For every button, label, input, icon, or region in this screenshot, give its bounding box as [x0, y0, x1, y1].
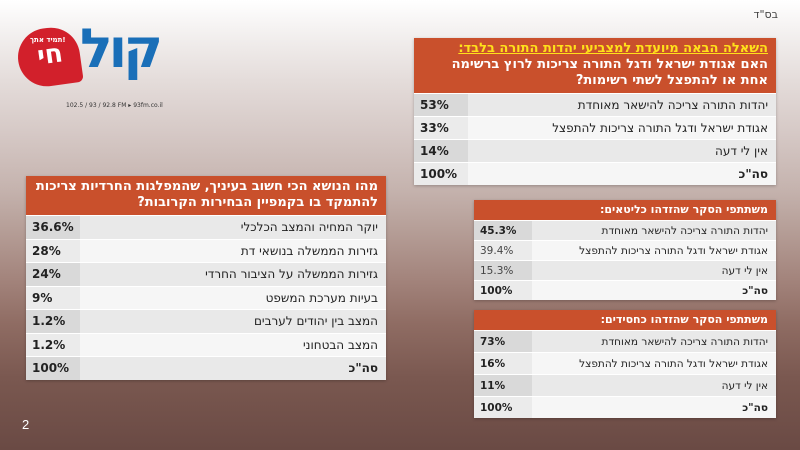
logo-tagline: תמיד אתך!: [30, 36, 66, 44]
lithuanian-respondents-table: משתתפי הסקר שהזדהו כליטאים: יהדות התורה …: [474, 200, 776, 300]
row-value: 14%: [414, 140, 468, 162]
row-value: 24%: [26, 263, 80, 286]
row-label: בעיות מערכת המשפט: [265, 290, 378, 305]
table-header: מהו הנושא הכי חשוב בעיניך, שהמפלגות החרד…: [26, 176, 386, 215]
logo-brand: קול: [80, 17, 163, 80]
row-value: 100%: [474, 281, 532, 300]
row-value: 9%: [26, 286, 80, 309]
header-mark: בס"ד: [753, 8, 778, 21]
campaign-focus-table: מהו הנושא הכי חשוב בעיניך, שהמפלגות החרד…: [26, 176, 386, 380]
table-header: השאלה הבאה מיועדת למצביעי יהדות התורה בל…: [414, 38, 776, 93]
row-label: יוקר המחיה והמצב הכלכלי: [240, 220, 378, 235]
question-intro: השאלה הבאה מיועדת למצביעי יהדות התורה בל…: [458, 41, 768, 56]
table-row: בעיות מערכת המשפט 9%: [26, 285, 386, 309]
row-value: 53%: [414, 94, 468, 116]
row-value: 100%: [414, 163, 468, 185]
table-total-row: סה"כ 100%: [474, 396, 776, 418]
hasidic-respondents-table: משתתפי הסקר שהזדהו כחסידים: יהדות התורה …: [474, 310, 776, 418]
row-label: המצב בין יהודים לערבים: [253, 314, 378, 329]
table-row: יהדות התורה צריכה להישאר מאוחדת 73%: [474, 330, 776, 352]
row-label: יהדות התורה צריכה להישאר מאוחדת: [601, 224, 768, 237]
table-row: יוקר המחיה והמצב הכלכלי 36.6%: [26, 215, 386, 239]
row-label: סה"כ: [738, 167, 768, 181]
table-row: אגודת ישראל ודגל התורה צריכות להתפצל 39.…: [474, 240, 776, 260]
table-row: המצב הבטחוני 1.2%: [26, 332, 386, 356]
row-label: אגודת ישראל ודגל התורה צריכות להתפצל: [579, 244, 768, 257]
table-header: משתתפי הסקר שהזדהו כחסידים:: [474, 310, 776, 330]
table-total-row: סה"כ 100%: [414, 162, 776, 185]
row-label: אגודת ישראל ודגל התורה צריכות להתפצל: [579, 357, 768, 370]
table-total-row: סה"כ 100%: [26, 356, 386, 380]
row-value: 100%: [26, 357, 80, 380]
table-row: המצב בין יהודים לערבים 1.2%: [26, 309, 386, 333]
row-value: 100%: [474, 397, 532, 418]
logo-frequencies: 102.5 / 93 / 92.8 FM ▸ 93fm.co.il: [66, 102, 163, 109]
table-total-row: סה"כ 100%: [474, 280, 776, 300]
table-row: אגודת ישראל ודגל התורה צריכות להתפצל 16%: [474, 352, 776, 374]
table-row: גזירות הממשלה על הציבור החרדי 24%: [26, 262, 386, 286]
table-header: משתתפי הסקר שהזדהו כליטאים:: [474, 200, 776, 220]
table-row: גזירות הממשלה בנושאי דת 28%: [26, 238, 386, 262]
row-label: סה"כ: [348, 361, 378, 376]
row-label: גזירות הממשלה בנושאי דת: [240, 243, 378, 258]
station-logo: תמיד אתך! חי קול 102.5 / 93 / 92.8 FM ▸ …: [14, 10, 174, 110]
row-value: 16%: [474, 353, 532, 374]
table-row: אין לי דעה 14%: [414, 139, 776, 162]
row-value: 45.3%: [474, 221, 532, 240]
row-value: 15.3%: [474, 261, 532, 280]
row-value: 1.2%: [26, 333, 80, 356]
row-label: אין לי דעה: [721, 379, 768, 392]
row-value: 39.4%: [474, 241, 532, 260]
row-label: אין לי דעה: [714, 144, 768, 158]
row-value: 28%: [26, 239, 80, 262]
row-label: סה"כ: [742, 284, 768, 297]
row-label: יהדות התורה צריכה להישאר מאוחדת: [577, 98, 768, 112]
row-label: אין לי דעה: [721, 264, 768, 277]
row-label: המצב הבטחוני: [302, 337, 378, 352]
question-text: האם אגודת ישראל ודגל התורה צריכות לרוץ ב…: [451, 57, 768, 88]
row-label: יהדות התורה צריכה להישאר מאוחדת: [601, 335, 768, 348]
table-row: יהדות התורה צריכה להישאר מאוחדת 45.3%: [474, 220, 776, 240]
row-value: 73%: [474, 331, 532, 352]
table-row: יהדות התורה צריכה להישאר מאוחדת 53%: [414, 93, 776, 116]
row-label: אגודת ישראל ודגל התורה צריכות להתפצל: [552, 121, 768, 135]
row-label: סה"כ: [742, 401, 768, 414]
row-value: 33%: [414, 117, 468, 139]
row-value: 11%: [474, 375, 532, 396]
table-row: אין לי דעה 15.3%: [474, 260, 776, 280]
row-value: 1.2%: [26, 310, 80, 333]
row-label: גזירות הממשלה על הציבור החרדי: [205, 267, 378, 282]
slide-number: 2: [22, 417, 30, 432]
unity-question-table: השאלה הבאה מיועדת למצביעי יהדות התורה בל…: [414, 38, 776, 185]
table-row: אין לי דעה 11%: [474, 374, 776, 396]
row-value: 36.6%: [26, 216, 80, 239]
table-row: אגודת ישראל ודגל התורה צריכות להתפצל 33%: [414, 116, 776, 139]
